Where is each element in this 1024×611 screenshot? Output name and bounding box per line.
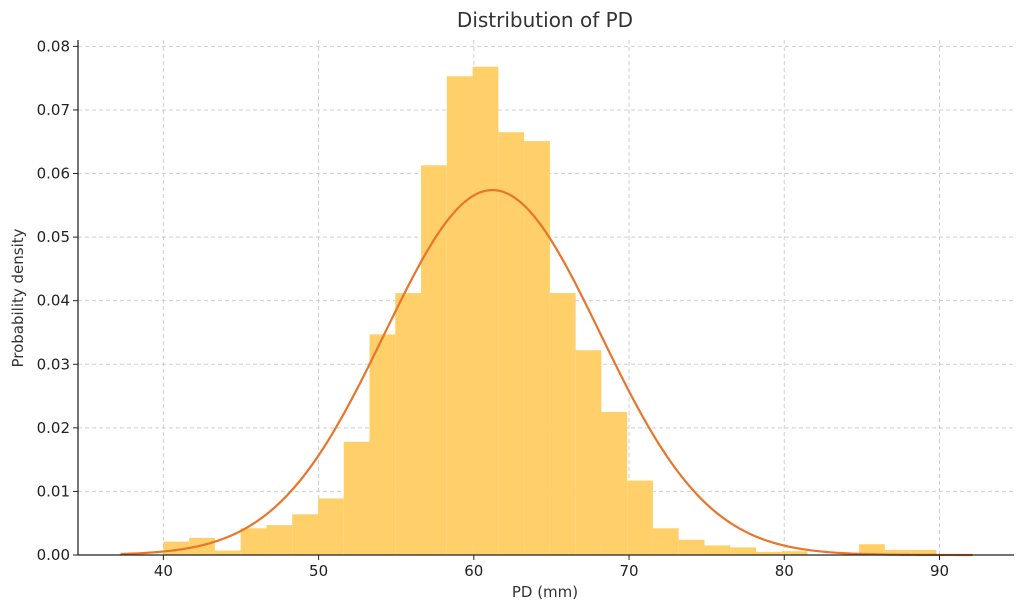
labels-layer: Distribution of PD PD (mm) Probability d… xyxy=(9,8,633,601)
histogram-bar xyxy=(627,480,653,555)
histogram-bar xyxy=(884,549,911,555)
y-tick-label: 0.02 xyxy=(37,419,70,437)
axes-layer: 40 50 60 70 80 90 0.00 0.01 0.02 0.03 0.04 0.05 0.06… xyxy=(37,37,1014,580)
x-tick-label: 40 xyxy=(154,562,173,580)
histogram-bar xyxy=(652,528,679,555)
histogram-bar xyxy=(292,514,318,555)
x-tick-label: 70 xyxy=(619,562,638,580)
density-curve xyxy=(120,188,974,557)
histogram-bar xyxy=(472,66,499,555)
histogram-bar xyxy=(343,441,370,555)
histogram-bar xyxy=(549,293,576,555)
histogram-bar xyxy=(756,551,782,555)
histogram-bar xyxy=(395,293,422,555)
y-axis-label: Probability density xyxy=(9,228,27,367)
histogram-bar xyxy=(524,141,550,555)
histogram-bar xyxy=(266,525,293,555)
histogram-bar xyxy=(910,549,937,555)
x-tick-label: 90 xyxy=(930,562,949,580)
histogram-bar xyxy=(214,550,241,555)
y-tick-label: 0.01 xyxy=(37,482,70,500)
y-tick-label: 0.06 xyxy=(37,165,70,183)
y-tick-label: 0.03 xyxy=(37,355,70,373)
histogram-bar xyxy=(859,544,885,555)
histogram-bar xyxy=(446,76,473,556)
histogram-bar xyxy=(369,334,396,555)
histogram-bar xyxy=(730,547,757,555)
y-tick-label: 0.05 xyxy=(37,228,70,246)
histogram-bar xyxy=(421,165,447,555)
x-tick-label: 80 xyxy=(775,562,794,580)
bars-layer xyxy=(163,66,937,556)
histogram-bar xyxy=(317,498,344,555)
chart-title: Distribution of PD xyxy=(457,8,633,32)
histogram-bar xyxy=(575,350,602,555)
histogram-bar xyxy=(601,411,628,555)
histogram-bar xyxy=(781,551,808,555)
y-tick-label: 0.04 xyxy=(37,292,70,310)
curve-layer xyxy=(120,188,974,557)
x-axis-label: PD (mm) xyxy=(512,583,578,601)
histogram-bar xyxy=(704,545,731,555)
x-tick-label: 50 xyxy=(309,562,328,580)
y-tick-label: 0.07 xyxy=(37,101,70,119)
histogram-bar xyxy=(240,528,267,555)
y-tick-label: 0.00 xyxy=(37,546,70,564)
histogram-bar xyxy=(678,539,705,555)
histogram-bar xyxy=(189,537,215,555)
x-tick-label: 60 xyxy=(464,562,483,580)
y-tick-label: 0.08 xyxy=(37,37,70,55)
grid-layer xyxy=(78,40,1014,555)
